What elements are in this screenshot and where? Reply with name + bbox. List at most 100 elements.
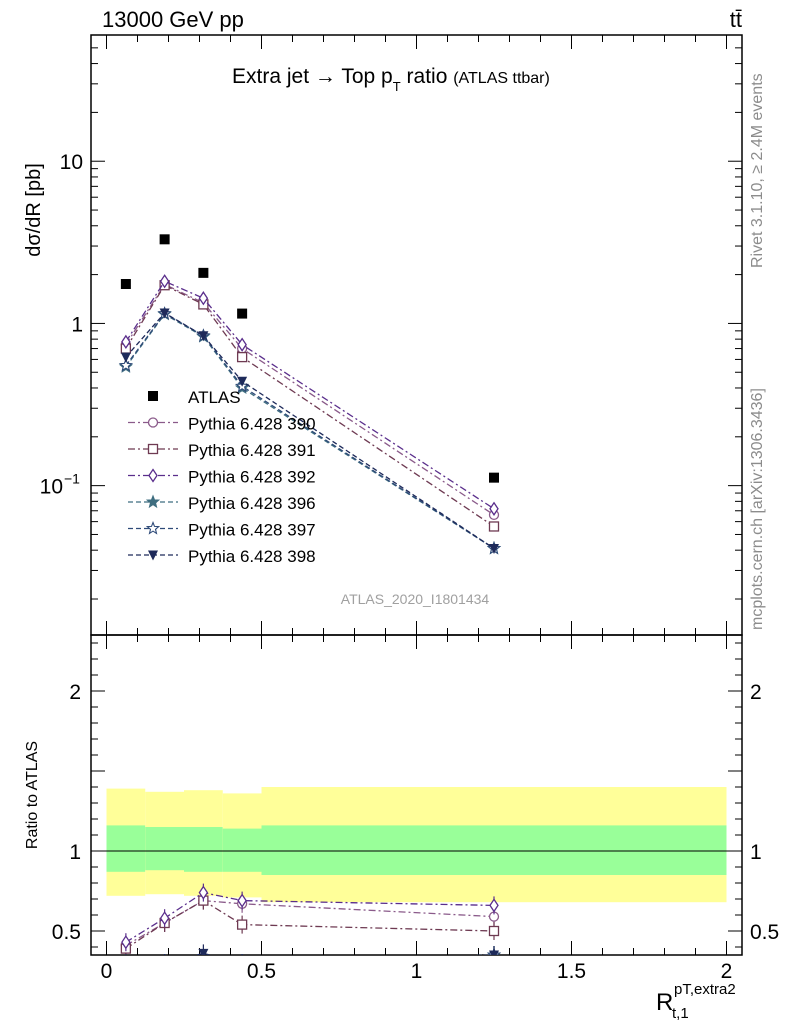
x-label-main: R <box>656 989 673 1016</box>
ratio-point-s4-0 <box>120 960 131 971</box>
ratio-point-s2-0 <box>121 935 131 950</box>
ratio-ytick-label-left-1: 1 <box>69 841 81 864</box>
ratio-ytick-label-right-0: 0.5 <box>750 921 779 944</box>
ratio-point-s2-4 <box>489 898 499 913</box>
ratio-point-s3-0 <box>120 960 131 971</box>
main-series-line-6 <box>125 312 495 549</box>
ratio-point-s5-3 <box>237 959 247 969</box>
ratio-point-s3-1 <box>159 957 170 968</box>
main-point-s0-1 <box>159 234 170 245</box>
ratio-ylabel: Ratio to ATLAS <box>24 741 41 849</box>
main-point-s2-4 <box>488 521 500 532</box>
legend-marker-4 <box>145 494 161 509</box>
title-top: Top p <box>341 65 392 88</box>
ratio-point-s5-1 <box>160 959 170 969</box>
legend-label-5: Pythia 6.428 397 <box>188 521 316 540</box>
ratio-xtick-label-4: 2 <box>721 960 733 983</box>
title-top-sub: T <box>393 79 401 94</box>
main-point-s6-4 <box>489 543 499 554</box>
legend-marker-0 <box>148 391 158 401</box>
main-point-s6-2 <box>198 331 209 342</box>
main-point-s3-4 <box>489 501 499 516</box>
main-point-s2-3 <box>236 351 248 363</box>
main-point-s3-3 <box>237 337 247 352</box>
legend-label-6: Pythia 6.428 398 <box>188 547 316 566</box>
ratio-ytick-label-left-0: 0.5 <box>52 921 81 944</box>
main-point-s6-1 <box>159 308 170 319</box>
main-ytick-label-2: 10 <box>60 151 83 174</box>
header-left: 13000 GeV pp <box>102 7 244 32</box>
ratio-point-s1-4 <box>488 925 500 937</box>
ratio-series-line-4 <box>473 954 494 955</box>
main-point-s0-4 <box>489 472 499 483</box>
ratio-point-s2-1 <box>159 911 170 926</box>
legend-label-3: Pythia 6.428 392 <box>188 468 316 487</box>
main-point-s3-1 <box>159 274 170 289</box>
legend-marker-1 <box>147 417 159 428</box>
title-main: Extra jet <box>232 65 309 88</box>
ratio-series-line-0 <box>125 899 495 946</box>
legend-label-1: Pythia 6.428 390 <box>188 415 316 434</box>
main-frame <box>90 34 743 636</box>
main-series-line-2 <box>125 284 495 528</box>
main-point-s6-0 <box>120 352 131 363</box>
ratio-point-s2-2 <box>198 885 209 900</box>
ratio-series-line-3 <box>473 954 494 955</box>
main-point-s3-2 <box>198 291 209 306</box>
ratio-series-group <box>120 883 502 971</box>
ratio-ytick-label-right-2: 2 <box>750 681 762 704</box>
legend-marker-5 <box>145 520 161 535</box>
main-series-line-1 <box>125 283 495 516</box>
ratio-xtick-label-0: 0 <box>101 960 113 983</box>
ratio-xtick-label-3: 1.5 <box>557 960 586 983</box>
x-axis-label: R <box>656 989 673 1016</box>
legend-marker-3 <box>148 468 158 483</box>
header-right: tt̄ <box>730 7 742 32</box>
main-point-s0-3 <box>237 308 248 319</box>
main-point-s6-3 <box>237 376 248 387</box>
main-point-s3-0 <box>121 334 131 350</box>
legend-label-4: Pythia 6.428 396 <box>188 494 316 513</box>
legend-label-0: ATLAS <box>188 388 241 407</box>
band-inner-0 <box>106 825 146 872</box>
title-paren: (ATLAS ttbar) <box>453 70 550 87</box>
legend: ATLAS Pythia 6.428 390 Pythia 6.428 391 Pyt… <box>128 388 316 566</box>
ratio-point-s5-4 <box>489 950 499 955</box>
title-arrow: → <box>315 65 336 88</box>
ratio-xtick-label-2: 1 <box>411 960 423 983</box>
side-text-top: Rivet 3.1.10, ≥ 2.4M events <box>749 73 766 268</box>
ratio-point-s4-1 <box>159 957 170 968</box>
main-point-s0-0 <box>120 279 131 290</box>
main-ylabel: dσ/dR [pb] <box>23 163 45 257</box>
main-point-s5-0 <box>118 358 134 372</box>
ratio-ytick-label-left-2: 2 <box>69 681 81 704</box>
ratio-point-s5-0 <box>121 959 131 969</box>
ratio-bands <box>91 787 742 903</box>
band-inner-4 <box>261 825 727 875</box>
band-inner-2 <box>184 827 223 872</box>
main-series-line-3 <box>125 280 495 510</box>
x-label-sub: t,1 <box>672 1005 689 1022</box>
legend-marker-6 <box>148 550 158 561</box>
ratio-xtick-label-1: 0.5 <box>247 960 276 983</box>
legend-marker-2 <box>147 443 159 455</box>
main-series-line-5 <box>125 312 495 549</box>
ratio-ytick-label-right-1: 1 <box>750 841 762 864</box>
chart-title: Extra jet → Top pT ratio (ATLAS ttbar) <box>232 65 550 96</box>
band-inner-3 <box>222 828 262 872</box>
watermark: ATLAS_2020_I1801434 <box>341 591 490 607</box>
main-ytick-label-0: 10 <box>40 476 63 499</box>
side-text-bottom: mcplots.cern.ch [arXiv:1306.3436] <box>749 388 766 630</box>
title-ratio-word: ratio <box>407 65 448 88</box>
ratio-point-s2-3 <box>237 893 247 908</box>
ratio-point-s1-3 <box>236 919 248 930</box>
main-ytick-exp-0: −1 <box>64 471 80 487</box>
ratio-point-s5-2 <box>198 948 209 955</box>
band-inner-1 <box>145 827 184 871</box>
main-series <box>118 234 502 555</box>
main-point-s0-2 <box>198 267 209 278</box>
legend-label-2: Pythia 6.428 391 <box>188 441 316 460</box>
main-ytick-label-1: 1 <box>71 313 83 336</box>
